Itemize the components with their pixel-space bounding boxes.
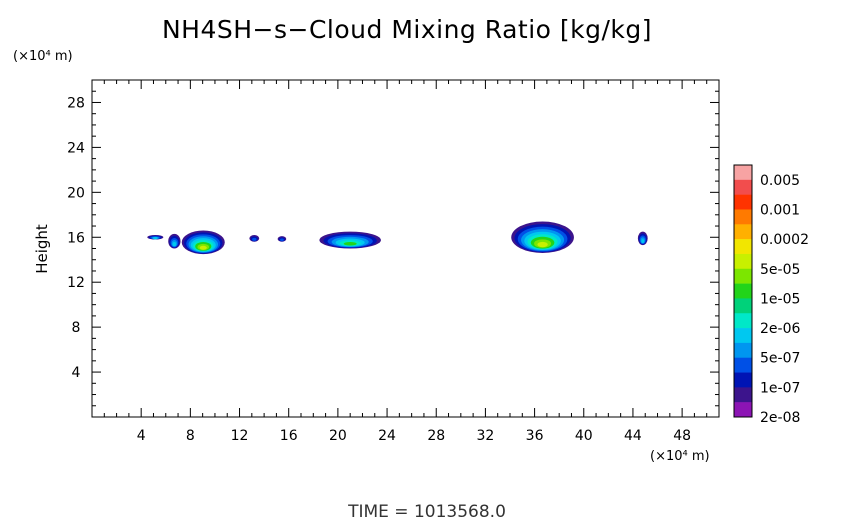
- colorbar-swatch: [734, 372, 752, 388]
- colorbar-label: 0.005: [760, 173, 800, 189]
- colorbar-swatch: [734, 328, 752, 344]
- x-tick-label: 40: [575, 428, 593, 444]
- colorbar-frame: [733, 164, 753, 418]
- time-label: TIME = 1013568.0: [347, 502, 506, 519]
- colorbar-label: 0.0002: [760, 232, 809, 248]
- cloud-cell: [172, 241, 177, 247]
- colorbar-swatch: [734, 224, 752, 240]
- cloud-cell: [537, 241, 548, 248]
- y-tick-label: 28: [67, 95, 85, 111]
- colorbar-swatch: [734, 313, 752, 329]
- chart-title: NH4SH−s−Cloud Mixing Ratio [kg/kg]: [162, 15, 652, 44]
- x-tick-label: 16: [280, 428, 298, 444]
- cloud-cell: [153, 236, 158, 240]
- colorbar-swatch: [734, 194, 752, 210]
- colorbar-swatch: [734, 298, 752, 314]
- cloud-cell: [199, 245, 207, 250]
- cloud-field-layer: [147, 221, 648, 255]
- colorbar-swatch: [734, 268, 752, 284]
- cloud-cell: [280, 238, 284, 242]
- x-tick-label: 48: [673, 428, 691, 444]
- colorbar-swatch: [734, 209, 752, 225]
- plot-frame: [91, 79, 720, 418]
- colorbar-label: 5e-05: [760, 262, 800, 278]
- y-tick-label: 24: [67, 140, 85, 156]
- x-tick-label: 4: [137, 428, 146, 444]
- x-tick-label: 24: [378, 428, 396, 444]
- y-tick-label: 4: [72, 365, 81, 381]
- colorbar-swatch: [734, 357, 752, 373]
- colorbar-label: 2e-06: [760, 321, 800, 337]
- y-tick-label: 16: [67, 230, 85, 246]
- colorbar-swatch: [734, 283, 752, 299]
- y-axis-label: Height: [33, 224, 51, 274]
- colorbar-swatch: [734, 165, 752, 181]
- y-unit-label: (×10⁴ m): [13, 49, 73, 64]
- colorbar-swatch: [734, 239, 752, 255]
- y-tick-label: 12: [67, 275, 85, 291]
- x-tick-label: 44: [624, 428, 642, 444]
- y-tick-label: 20: [67, 185, 85, 201]
- x-tick-label: 20: [329, 428, 347, 444]
- colorbar-label: 0.001: [760, 202, 800, 218]
- cloud-cell: [252, 237, 257, 241]
- x-unit-label: (×10⁴ m): [650, 449, 710, 464]
- colorbar-label: 5e-07: [760, 351, 800, 367]
- x-tick-label: 28: [427, 428, 445, 444]
- colorbar-label: 1e-07: [760, 380, 800, 396]
- colorbar-label: 1e-05: [760, 291, 800, 307]
- colorbar-swatch: [734, 402, 752, 418]
- x-tick-label: 36: [526, 428, 544, 444]
- colorbar-label: 2e-08: [760, 410, 800, 426]
- x-tick-label: 32: [476, 428, 494, 444]
- colorbar: 0.005 0.001 0.0002 5e-05 1e-05 2e-06 5e-07 1e-0…: [733, 164, 809, 426]
- colorbar-swatch: [734, 253, 752, 270]
- x-tick-label: 8: [186, 428, 195, 444]
- cloud-cell: [641, 239, 645, 243]
- colorbar-swatch: [734, 342, 752, 359]
- x-tick-label: 12: [231, 428, 249, 444]
- cloud-cell: [343, 241, 357, 246]
- y-tick-label: 8: [72, 320, 81, 336]
- colorbar-swatch: [734, 387, 752, 403]
- colorbar-swatch: [734, 179, 752, 195]
